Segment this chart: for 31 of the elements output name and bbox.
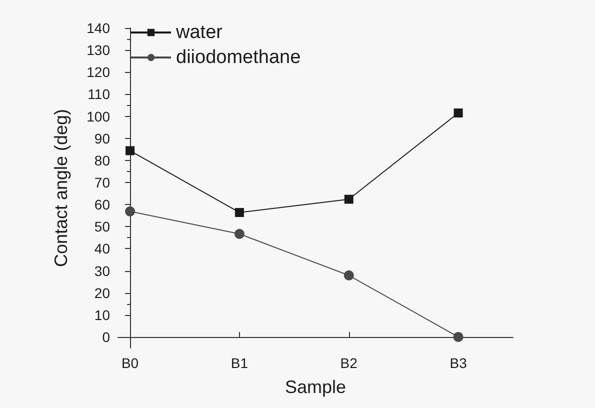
legend-label: water — [175, 22, 224, 43]
y-tick-label: 50 — [94, 218, 110, 235]
x-tick-label: B1 — [230, 355, 248, 371]
y-tick-label: 90 — [94, 130, 110, 146]
y-tick-label: 130 — [86, 42, 110, 58]
y-tick-label: 70 — [94, 174, 110, 190]
point — [453, 332, 464, 342]
y-tick-label: 10 — [94, 306, 110, 323]
y-tick-label: 0 — [102, 328, 110, 345]
y-axis-title: Contact angle (deg) — [51, 108, 71, 268]
point — [125, 206, 136, 216]
x-tick-label: B3 — [450, 355, 468, 371]
point — [234, 228, 244, 239]
y-tick-label: 30 — [94, 262, 110, 279]
y-tick-label: 80 — [94, 152, 110, 168]
y-tick-label: 120 — [86, 64, 110, 80]
point — [344, 194, 354, 204]
x-tick-label: B2 — [340, 355, 358, 371]
y-tick-label: 100 — [86, 108, 110, 124]
point — [454, 108, 463, 118]
y-tick-label: 140 — [86, 20, 110, 36]
y-tick-label: 40 — [94, 240, 110, 257]
point — [126, 146, 135, 156]
x-axis-title: Sample — [284, 377, 346, 397]
y-tick-label: 20 — [94, 284, 110, 301]
y-tick-label: 110 — [88, 86, 110, 102]
y-tick-label: 60 — [94, 196, 110, 213]
point — [344, 270, 354, 280]
point — [234, 208, 244, 217]
x-tick-label: B0 — [121, 355, 139, 371]
legend-label: diiodomethane — [176, 47, 301, 68]
